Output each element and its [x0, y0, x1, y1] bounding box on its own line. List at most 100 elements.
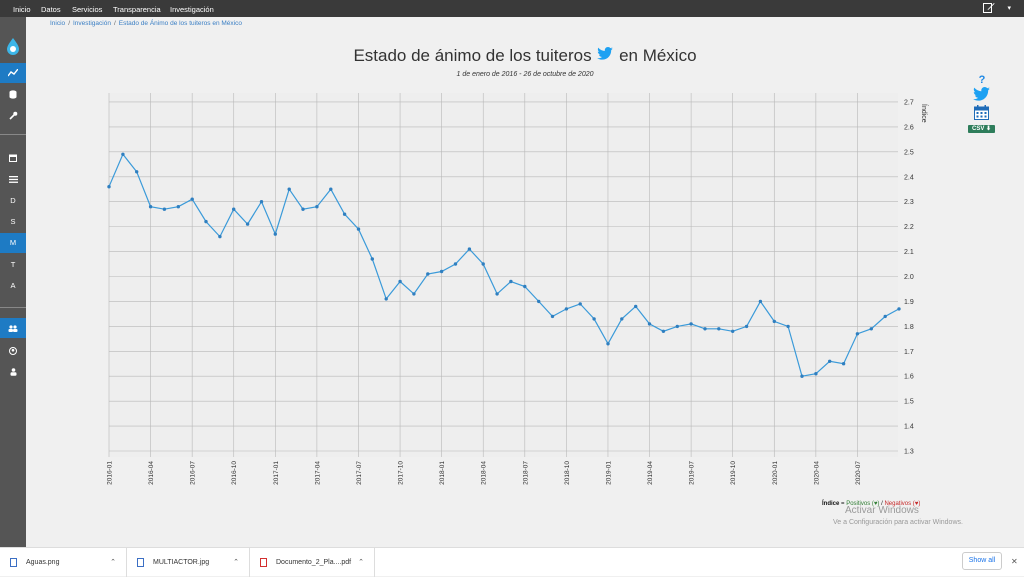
sidebar-calendar-icon[interactable] [0, 148, 26, 168]
download-filename: MULTIACTOR.jpg [153, 559, 210, 566]
nav-datos[interactable]: Datos [41, 5, 61, 14]
data-point [107, 185, 111, 189]
data-point [675, 324, 679, 329]
sidebar-wrench-icon[interactable] [0, 105, 26, 125]
y-tick-label: 1.4 [904, 424, 914, 431]
legend-label: Índice [822, 501, 840, 507]
y-tick-label: 1.3 [904, 449, 914, 456]
x-tick-label: 2016-01 [107, 461, 114, 485]
download-filename: Documento_2_Pla....pdf [276, 559, 352, 566]
x-tick-label: 2016-07 [190, 461, 197, 485]
chart-subtitle: 1 de enero de 2016 - 26 de octubre de 20… [456, 71, 594, 78]
sidebar-item-t[interactable]: T [10, 260, 16, 269]
x-tick-label: 2017-10 [398, 461, 405, 485]
data-point [426, 272, 430, 276]
data-point [578, 302, 582, 306]
title-text-start: Estado de ánimo de los tuiteros [353, 46, 592, 65]
x-tick-label: 2016-10 [231, 461, 238, 485]
sidebar-list-icon[interactable] [0, 169, 26, 189]
sidebar-item-s[interactable]: S [10, 217, 16, 226]
data-point [121, 152, 125, 156]
y-tick-label: 2.7 [904, 99, 914, 106]
data-point [287, 187, 291, 191]
data-point [717, 327, 721, 331]
top-navbar: Inicio Datos Servicios Transparencia Inv… [0, 0, 1024, 17]
y-axis: 2.7 2.6 2.5 2.4 2.3 2.2 2.1 2.0 1.9 1.8 1.7 1.6 1.5 1… [904, 99, 914, 455]
y-tick-label: 1.8 [904, 324, 914, 331]
data-point [204, 219, 208, 224]
data-point [467, 247, 472, 251]
help-button[interactable]: ? [978, 74, 986, 86]
nav-transparencia[interactable]: Transparencia [113, 5, 161, 14]
breadcrumb-investigacion[interactable]: Investigación [73, 20, 111, 27]
x-tick-label: 2019-07 [689, 461, 696, 485]
sidebar-chart-icon[interactable] [0, 63, 26, 83]
download-item[interactable]: MULTIACTOR.jpg ⌃ [127, 548, 250, 577]
data-point [439, 269, 444, 274]
legend-negatives: Negativos (♥) [884, 501, 921, 507]
data-point [259, 200, 264, 204]
breadcrumb-current: Estado de Ánimo de los tuiteros en Méxic… [118, 20, 242, 27]
data-point [855, 332, 860, 336]
data-point [356, 227, 361, 231]
data-point [148, 205, 153, 209]
data-point [689, 322, 693, 326]
data-point [731, 329, 735, 333]
y-axis-label: Índice [920, 104, 929, 123]
data-point [301, 207, 305, 211]
x-tick-label: 2019-10 [730, 461, 737, 485]
data-point [800, 374, 804, 378]
chevron-up-icon[interactable]: ⌃ [358, 559, 364, 566]
y-tick-label: 2.4 [904, 174, 914, 181]
twitter-bird-icon [597, 45, 614, 65]
x-tick-label: 2018-01 [439, 461, 446, 485]
show-all-button[interactable]: Show all [962, 552, 1002, 570]
chevron-up-icon[interactable]: ⌃ [110, 559, 116, 566]
breadcrumb-inicio[interactable]: Inicio [50, 20, 66, 27]
watermark-text: Ve a Configuración para activar Windows. [833, 519, 963, 526]
data-point [315, 205, 319, 209]
x-tick-label: 2020-07 [855, 461, 862, 485]
data-point [176, 205, 180, 209]
data-point [495, 292, 499, 296]
data-point [162, 207, 167, 211]
sidebar-user-icon[interactable] [0, 362, 26, 382]
watermark-title: Activar Windows [845, 505, 919, 516]
download-item[interactable]: Aguas.png ⌃ [0, 548, 127, 577]
sidebar-item-d[interactable]: D [10, 196, 16, 205]
sidebar-item-a[interactable]: A [10, 281, 16, 290]
sidebar-users-icon[interactable] [0, 318, 26, 338]
data-point [523, 284, 527, 289]
nav-inicio[interactable]: Inicio [13, 5, 31, 14]
sidebar-item-m[interactable]: M [0, 233, 26, 253]
windows-activation-watermark: Activar Windows Ve a Configuración para … [833, 505, 963, 526]
y-tick-label: 2.3 [904, 199, 914, 206]
data-point [564, 307, 569, 311]
nav-servicios[interactable]: Servicios [72, 5, 103, 14]
data-point [634, 304, 638, 309]
plot-area [109, 93, 898, 457]
data-point [384, 297, 388, 301]
nav-investigacion[interactable]: Investigación [170, 5, 214, 14]
download-item[interactable]: Documento_2_Pla....pdf ⌃ [250, 548, 375, 577]
data-point [758, 299, 763, 304]
twitter-icon[interactable] [973, 87, 990, 106]
data-point [135, 170, 139, 174]
sidebar-profile-icon[interactable] [0, 341, 26, 361]
legend-positives: Positivos (♥) [846, 501, 880, 507]
title-text-end: en México [619, 46, 697, 65]
data-point [412, 292, 416, 296]
chevron-up-icon[interactable]: ⌃ [233, 559, 239, 566]
edit-icon[interactable] [982, 2, 996, 15]
x-tick-label: 2019-04 [647, 461, 654, 485]
csv-download-button[interactable]: CSV ⬇ [968, 125, 995, 133]
sidebar-database-icon[interactable] [0, 84, 26, 104]
data-point [453, 262, 458, 266]
data-point [661, 329, 666, 333]
chevron-down-icon[interactable]: ▾ [1007, 5, 1011, 12]
data-point [218, 234, 222, 239]
y-tick-label: 2.2 [904, 224, 914, 231]
calendar-icon[interactable] [974, 105, 989, 125]
close-icon[interactable]: ✕ [1011, 557, 1018, 566]
